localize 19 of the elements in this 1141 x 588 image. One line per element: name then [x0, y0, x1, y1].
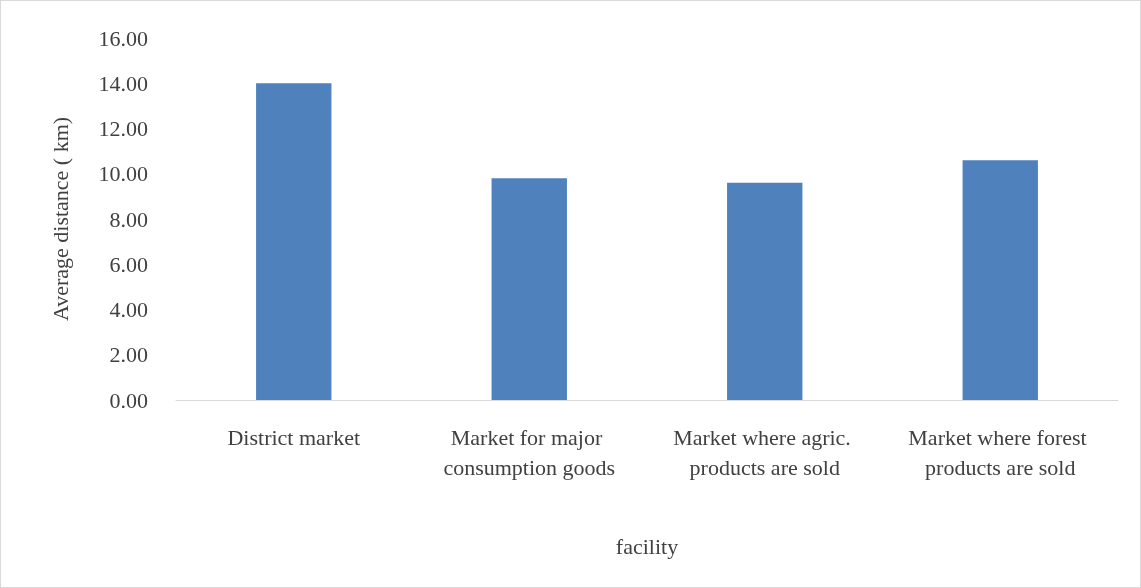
x-tick-label: Market where forest products are sold — [908, 424, 1093, 480]
y-axis-title: Average distance ( km) — [47, 116, 73, 322]
bar — [727, 182, 803, 400]
bar — [491, 178, 567, 400]
x-axis-title: facility — [615, 533, 679, 559]
y-tick-label: 6.00 — [109, 251, 148, 277]
x-tick-label: District market — [227, 424, 361, 450]
y-tick-label: 8.00 — [109, 206, 148, 232]
y-tick-label: 12.00 — [98, 116, 148, 141]
x-tick-label: Market where agric. products are sold — [673, 424, 857, 480]
y-tick-label: 4.00 — [109, 297, 148, 322]
y-tick-label: 14.00 — [98, 70, 148, 96]
y-tick-label: 10.00 — [98, 161, 148, 187]
y-tick-label: 16.00 — [98, 25, 148, 51]
bar — [256, 83, 332, 400]
y-tick-label: 0.00 — [109, 387, 148, 413]
y-tick-label: 2.00 — [109, 342, 148, 368]
bar — [962, 160, 1038, 400]
x-tick-label: Market for major consumption goods — [443, 424, 616, 480]
